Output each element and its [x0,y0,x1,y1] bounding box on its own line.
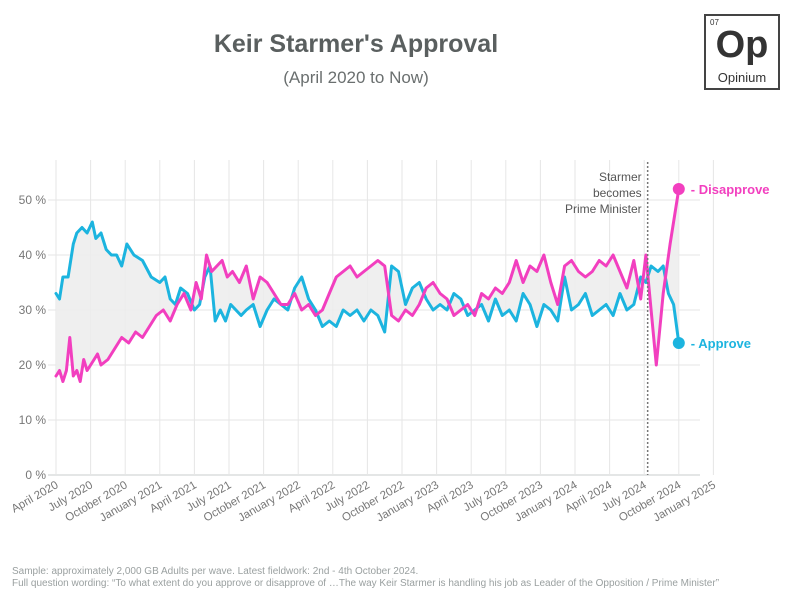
logo-symbol: Op [715,24,769,66]
approval-line-chart: Starmer becomes Prime Minister 0 % 10 % 20 %… [10,160,770,525]
series-lines [54,183,685,383]
approve-end-marker [672,337,685,349]
y-tick-label: 40 % [19,248,47,262]
y-tick-label: 10 % [19,413,47,427]
pm-annotation-text: becomes [593,186,642,200]
pm-annotation-text: Starmer [599,170,642,184]
y-tick-label: 30 % [19,303,47,317]
logo-name: Opinium [717,70,767,85]
logo-number: 07 [710,18,719,27]
approval-gap-area [56,189,679,382]
y-axis: 0 % 10 % 20 % 30 % 40 % 50 % [19,193,47,482]
approve-end-label: - Approve [691,336,751,351]
y-tick-label: 0 % [25,468,46,482]
opinium-logo: 07 Op Opinium [704,14,780,90]
disapprove-end-label: - Disapprove [691,182,770,197]
approve-line [54,220,681,345]
gap-band [56,189,679,382]
y-tick-label: 20 % [19,358,47,372]
disapprove-line [54,187,681,383]
footnote-wording: Full question wording: “To what extent d… [12,578,720,589]
footnote-sample: Sample: approximately 2,000 GB Adults pe… [12,566,419,577]
pm-annotation-text: Prime Minister [565,202,642,216]
y-tick-label: 50 % [19,193,47,207]
disapprove-end-marker [672,183,685,195]
end-labels: - Approve - Disapprove [691,182,770,351]
chart-title: Keir Starmer's Approval [213,30,499,58]
pm-annotation: Starmer becomes Prime Minister [565,162,649,475]
chart-subtitle: (April 2020 to Now) [283,68,429,87]
